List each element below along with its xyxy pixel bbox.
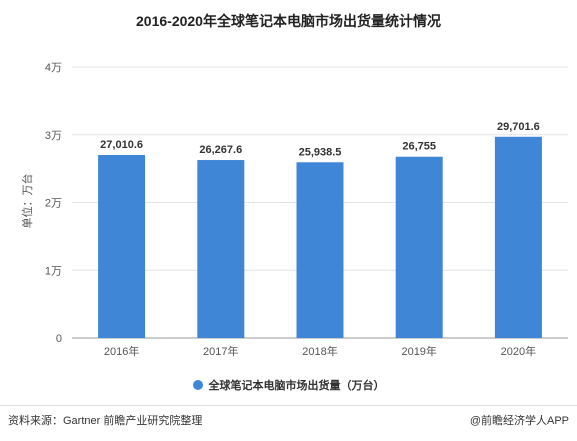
data-labels: 27,010.6 26,267.6 25,938.5 26,755 29,701.6 [100, 121, 540, 158]
x-tick-label: 2016年 [104, 344, 139, 358]
footer-divider [0, 405, 577, 406]
bars [98, 136, 542, 338]
chart-title: 2016-2020年全球笔记本电脑市场出货量统计情况 [136, 13, 441, 29]
x-tick-label: 2020年 [501, 344, 536, 358]
data-label: 26,755 [402, 141, 436, 153]
y-tick-labels: 0 1万 2万 3万 4万 [45, 62, 62, 345]
x-tick-label: 2018年 [302, 344, 337, 358]
y-tick-label: 0 [56, 333, 62, 345]
brand-credit: @前瞻经济学人APP [469, 415, 569, 427]
bar [197, 160, 245, 338]
source-note: 资料来源：Gartner 前瞻产业研究院整理 [8, 415, 203, 427]
y-tick-label: 2万 [45, 198, 62, 210]
data-label: 27,010.6 [100, 139, 143, 151]
bar [98, 155, 146, 338]
bar [494, 136, 542, 338]
y-tick-label: 4万 [45, 62, 62, 74]
bar [395, 156, 443, 338]
legend-label: 全球笔记本电脑市场出货量（万台） [208, 380, 385, 392]
y-tick-label: 1万 [45, 265, 62, 277]
data-label: 26,267.6 [199, 144, 242, 156]
x-tick-labels: 2016年 2017年 2018年 2019年 2020年 [104, 344, 536, 358]
bar [296, 162, 344, 338]
y-tick-label: 3万 [45, 130, 62, 142]
data-label: 29,701.6 [497, 121, 540, 133]
legend-swatch [192, 380, 203, 390]
y-axis-label: 单位：万台 [20, 174, 34, 229]
x-tick-label: 2019年 [401, 344, 436, 358]
data-label: 25,938.5 [299, 146, 342, 158]
x-tick-label: 2017年 [203, 344, 238, 358]
legend: 全球笔记本电脑市场出货量（万台） [0, 377, 577, 393]
